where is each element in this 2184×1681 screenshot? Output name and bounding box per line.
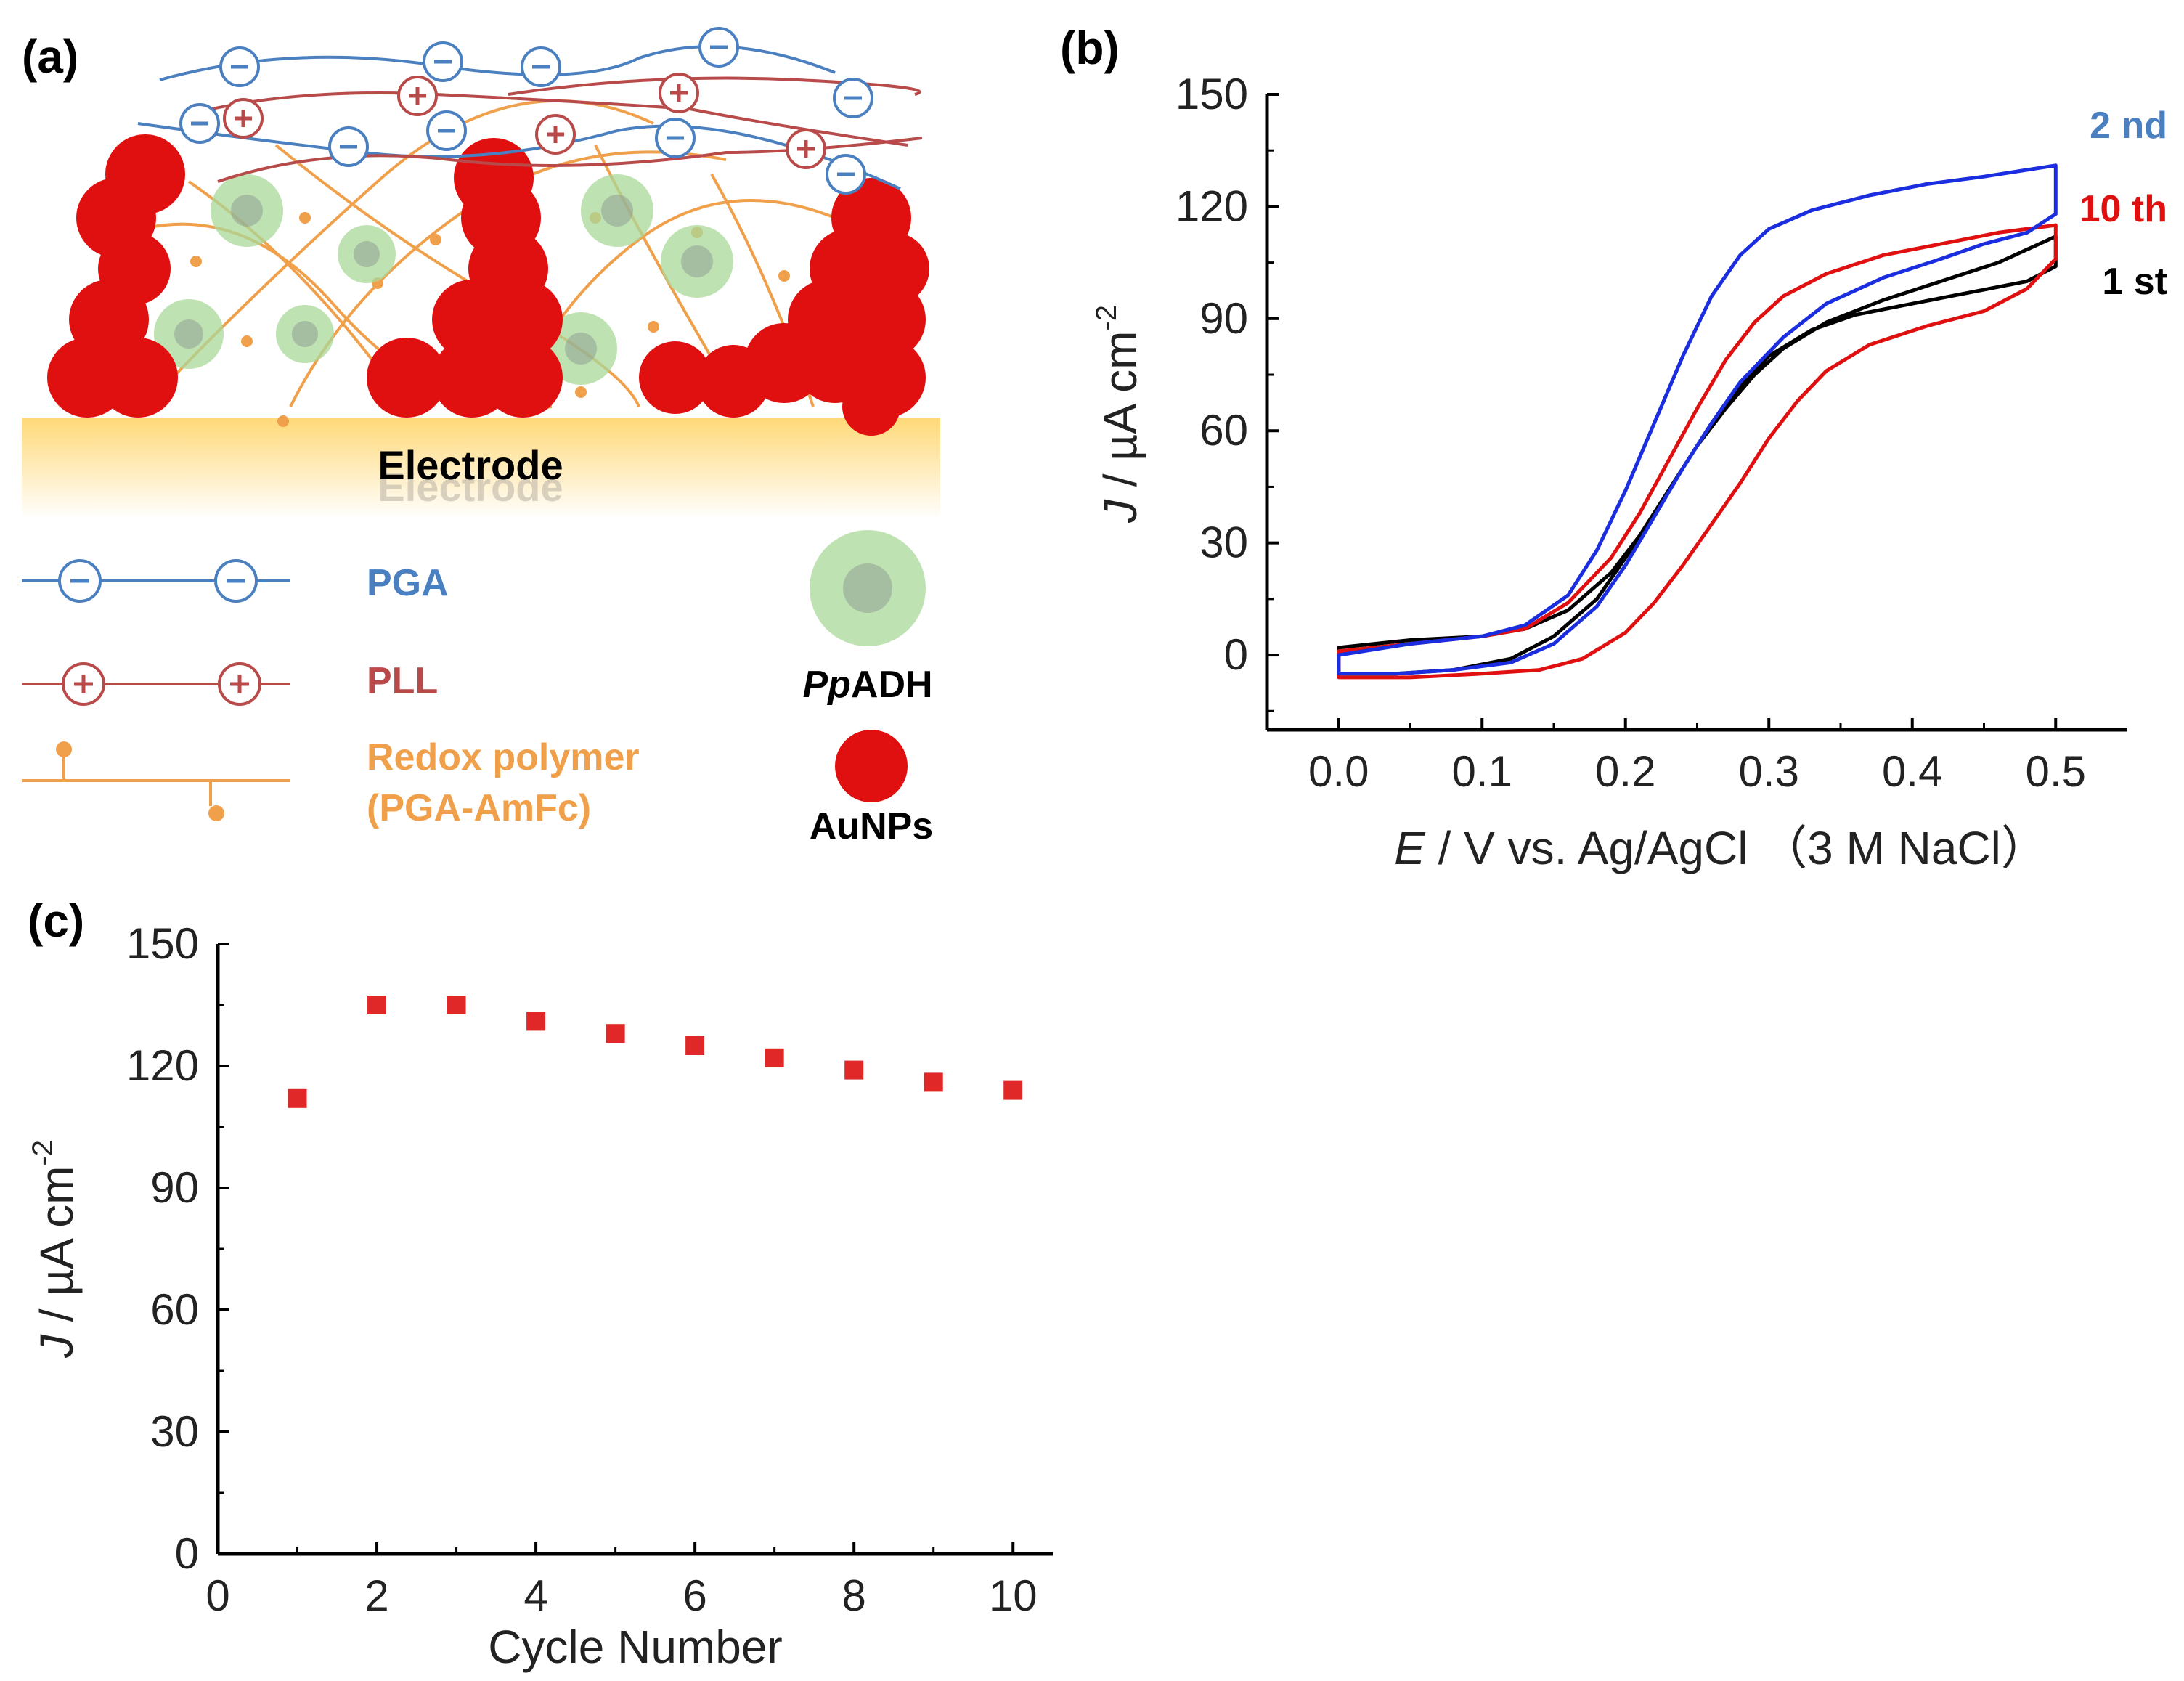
panel-c: (c) 0 30 60 90 120 150 0 2 4 6 8 10 J / µA cm-2 Cycle… [27, 895, 1053, 1673]
x-axis-title: Cycle Number [488, 1621, 782, 1673]
enzyme-6 [661, 225, 733, 298]
x-axis-title-text: / V vs. Ag/AgCl （3 M NaCl） [1425, 822, 2048, 874]
x-tick-label: 0.3 [1739, 747, 1799, 796]
chart-c: 0 30 60 90 120 150 0 2 4 6 8 10 J / µA cm-2 Cycle Num… [27, 919, 1053, 1673]
enzyme-1 [211, 174, 283, 247]
panel-b-label: (b) [1060, 22, 1120, 74]
legend-entry: 2 nd [2090, 105, 2167, 147]
electrode-layer [22, 418, 940, 519]
enzyme-7 [545, 312, 617, 385]
x-axis-title: E / V vs. Ag/AgCl （3 M NaCl） [1394, 822, 2048, 874]
x-tick-label: 0.4 [1882, 747, 1942, 796]
data-point [288, 1088, 307, 1108]
x-tick-label: 8 [842, 1571, 866, 1620]
x-tick-label: 10 [989, 1571, 1038, 1620]
y-tick-label: 90 [1199, 294, 1248, 343]
x-axis-title-italic: E [1394, 822, 1426, 874]
data-point [765, 1048, 784, 1067]
y-axis-title-italic: J [1094, 499, 1146, 524]
panel-c-label: (c) [28, 895, 84, 947]
pga-minus-signs [191, 45, 862, 176]
data-point [685, 1036, 705, 1055]
y-axis-title-italic: J [30, 1334, 83, 1359]
y-axis-title-text: / µA cm [30, 1166, 83, 1335]
x-tick-label: 0.0 [1308, 747, 1369, 796]
key-ppadh-label: PpADH [802, 664, 932, 706]
y-axis-title-superscript: -2 [1091, 305, 1122, 331]
key-pga-label: PGA [367, 562, 449, 604]
enzyme-2 [154, 299, 224, 369]
key-ppadh: PpADH [802, 530, 933, 706]
y-tick-label: 60 [150, 1285, 199, 1334]
key-redox: Redox polymer (PGA-AmFc) [22, 736, 640, 829]
cv-curve-10th [1337, 223, 2058, 680]
panel-a: (a) Electrode Electrode [22, 27, 940, 847]
pll-plus-signs [235, 84, 815, 158]
y-tick-label: 120 [1175, 182, 1248, 230]
enzyme-5 [581, 174, 653, 247]
x-tick-label: 6 [682, 1571, 706, 1620]
panel-a-label: (a) [22, 30, 78, 83]
y-tick-label: 90 [150, 1163, 199, 1212]
x-tick-label: 0.5 [2026, 747, 2086, 796]
enzyme-3 [276, 305, 334, 363]
legend-entry: 1 st [2102, 261, 2167, 303]
data-point [1003, 1080, 1023, 1100]
x-tick-label: 0 [205, 1571, 229, 1620]
x-tick-label: 2 [364, 1571, 388, 1620]
data-point [526, 1012, 546, 1031]
y-tick-label: 30 [150, 1407, 199, 1456]
y-axis-title-text: / µA cm [1094, 331, 1146, 500]
cv-curve-1st [1337, 235, 2058, 676]
y-tick-label: 150 [1175, 70, 1248, 118]
x-tick-label: 4 [523, 1571, 547, 1620]
data-point [844, 1060, 864, 1080]
key-pll-label: PLL [367, 660, 438, 702]
key-pga: PGA [22, 559, 449, 604]
electrode-label: Electrode [378, 442, 563, 488]
key-redox-label-2: (PGA-AmFc) [367, 787, 591, 829]
cv-curve-2nd [1337, 163, 2058, 676]
y-axis-title: J / µA cm-2 [27, 1140, 83, 1359]
y-tick-label: 0 [175, 1529, 199, 1578]
key-aunps: AuNPs [810, 730, 933, 847]
legend-entry: 10 th [2079, 188, 2167, 230]
enzyme-4 [338, 225, 396, 283]
data-point [447, 996, 466, 1014]
key-ppadh-rest: ADH [851, 664, 933, 706]
y-tick-label: 30 [1199, 518, 1248, 567]
chart-b: 0 30 60 90 120 150 0.0 0.1 0.2 0.3 0.4 0.5 J / µA cm… [1091, 70, 2167, 874]
data-point [924, 1072, 943, 1092]
panel-b: (b) 0 30 60 90 120 150 0.0 0.1 0.2 0.3 0.4 0.5 J / µ… [1060, 22, 2167, 874]
aunp-clusters [47, 134, 929, 436]
key-ppadh-italic: Pp [802, 664, 850, 706]
y-tick-label: 150 [126, 919, 199, 968]
aunp-icon [835, 730, 908, 802]
x-tick-label: 0.1 [1452, 747, 1512, 796]
key-redox-label-1: Redox polymer [367, 736, 640, 778]
key-aunps-label: AuNPs [810, 805, 933, 847]
data-point [606, 1024, 625, 1043]
y-tick-label: 60 [1199, 406, 1248, 455]
ppadh-enzymes [154, 174, 733, 385]
y-axis-title-superscript: -2 [27, 1140, 59, 1166]
key-pll: PLL [22, 660, 438, 706]
x-tick-label: 0.2 [1595, 747, 1655, 796]
y-axis-title: J / µA cm-2 [1091, 305, 1146, 524]
electrode-label-shadow: Electrode [378, 464, 563, 510]
y-tick-label: 120 [126, 1041, 199, 1090]
panel-a-key: PGA PLL Redox polymer (PGA-AmFc) [22, 530, 933, 847]
y-tick-label: 0 [1224, 630, 1248, 679]
data-point [367, 996, 387, 1014]
